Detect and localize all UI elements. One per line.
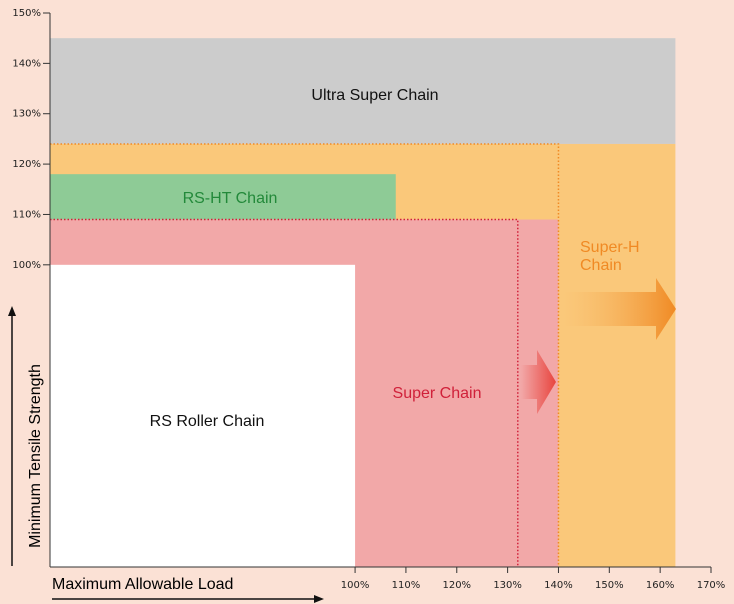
x-axis-label: Maximum Allowable Load <box>52 576 233 593</box>
axis-arrow <box>314 595 324 603</box>
region-label: Ultra Super Chain <box>311 87 438 104</box>
y-tick-label: 150% <box>12 8 41 19</box>
y-tick-label: 140% <box>12 58 41 69</box>
region-label: Super Chain <box>393 385 482 402</box>
region-label: RS Roller Chain <box>150 413 265 430</box>
region <box>50 174 396 220</box>
x-tick-label: 110% <box>392 580 421 591</box>
x-tick-label: 100% <box>341 580 370 591</box>
x-tick-label: 170% <box>697 580 726 591</box>
region-label: Super-H <box>580 239 640 256</box>
x-tick-label: 130% <box>493 580 522 591</box>
region <box>50 264 356 567</box>
axis-arrow <box>8 306 16 316</box>
x-tick-label: 160% <box>646 580 675 591</box>
arrow <box>521 350 556 414</box>
y-tick-label: 120% <box>12 159 41 170</box>
y-axis-label: Minimum Tensile Strength <box>27 364 44 548</box>
x-tick-label: 150% <box>595 580 624 591</box>
y-tick-label: 100% <box>12 260 41 271</box>
region-label: Chain <box>580 257 622 274</box>
region <box>50 38 676 144</box>
arrow <box>562 278 676 340</box>
x-tick-label: 120% <box>442 580 471 591</box>
region-label: RS-HT Chain <box>183 190 278 207</box>
y-tick-label: 130% <box>12 109 41 120</box>
x-tick-label: 140% <box>544 580 573 591</box>
guide-line <box>50 143 560 567</box>
y-tick-label: 110% <box>12 209 41 220</box>
